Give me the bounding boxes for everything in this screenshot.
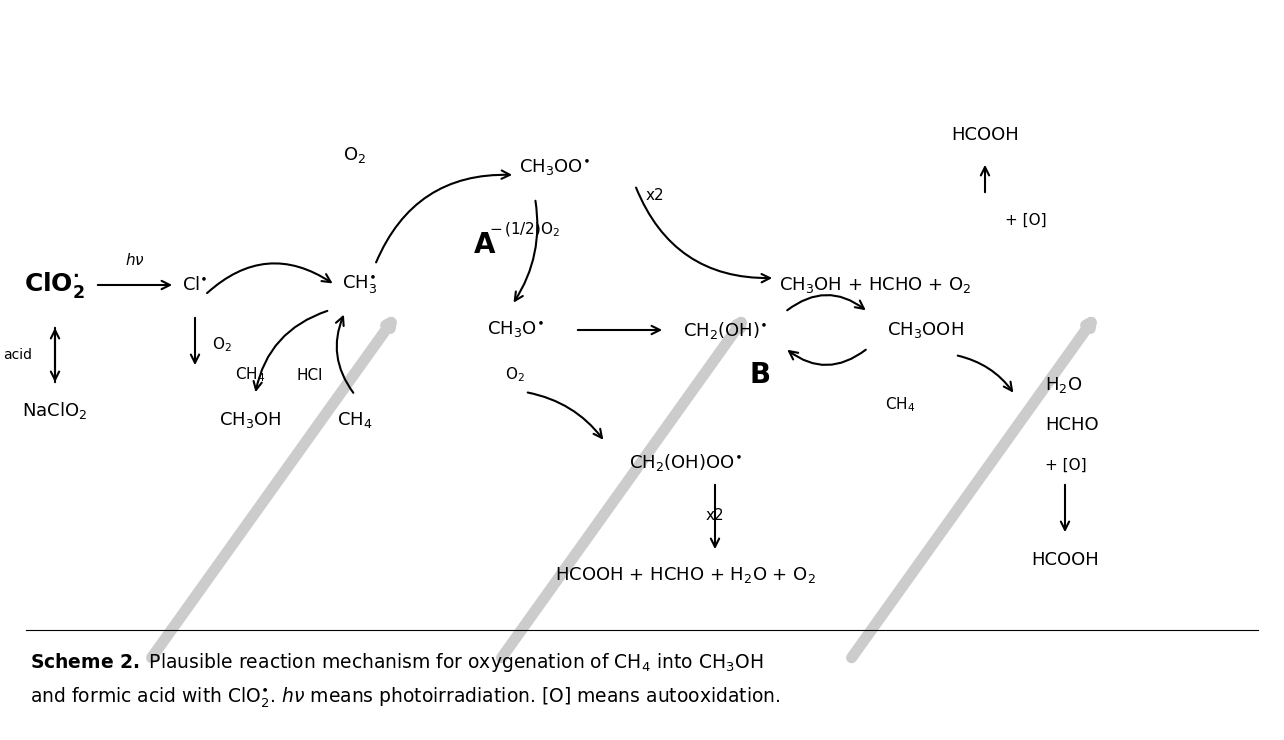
- Text: CH$_3$OOH: CH$_3$OOH: [886, 320, 963, 340]
- Text: HCHO: HCHO: [1045, 416, 1099, 434]
- Text: NaClO$_2$: NaClO$_2$: [22, 400, 87, 420]
- Text: CH$_2$(OH)OO$^{\bullet}$: CH$_2$(OH)OO$^{\bullet}$: [629, 451, 741, 473]
- Text: CH$_4$: CH$_4$: [338, 410, 372, 430]
- Text: $\mathbf{ClO_2^{\bullet}}$: $\mathbf{ClO_2^{\bullet}}$: [24, 270, 86, 300]
- Text: H$_2$O: H$_2$O: [1045, 375, 1082, 395]
- Text: HCOOH: HCOOH: [1031, 551, 1099, 569]
- Text: CH$_2$(OH)$^{\bullet}$: CH$_2$(OH)$^{\bullet}$: [683, 320, 768, 340]
- Text: + [O]: + [O]: [1005, 212, 1046, 227]
- Text: O$_2$: O$_2$: [343, 145, 366, 165]
- Text: $h\nu$: $h\nu$: [125, 252, 145, 268]
- Text: x2: x2: [646, 187, 664, 203]
- Text: O$_2$: O$_2$: [505, 366, 525, 384]
- Text: $\mathbf{A}$: $\mathbf{A}$: [474, 231, 497, 259]
- Text: and formic acid with ClO$_2^{\bullet}$. $h\nu$ means photoirradiation. [O] means: and formic acid with ClO$_2^{\bullet}$. …: [30, 686, 781, 710]
- Text: HCOOH: HCOOH: [951, 126, 1019, 144]
- Text: CH$_3$OH: CH$_3$OH: [218, 410, 281, 430]
- Text: $\mathbf{Scheme\ 2.}$ Plausible reaction mechanism for oxygenation of CH$_4$ int: $\mathbf{Scheme\ 2.}$ Plausible reaction…: [30, 650, 763, 673]
- Text: CH$_3^{\bullet}$: CH$_3^{\bullet}$: [343, 274, 377, 296]
- Text: + [O]: + [O]: [1045, 457, 1086, 473]
- Text: $\mathbf{B}$: $\mathbf{B}$: [750, 361, 770, 389]
- Text: CH$_4$: CH$_4$: [235, 366, 266, 384]
- Text: HCl: HCl: [297, 368, 324, 383]
- Text: HCOOH + HCHO + H$_2$O + O$_2$: HCOOH + HCHO + H$_2$O + O$_2$: [555, 565, 815, 585]
- Text: Cl$^{\bullet}$: Cl$^{\bullet}$: [182, 276, 208, 294]
- Text: $-\,(1/2)\mathrm{O_2}$: $-\,(1/2)\mathrm{O_2}$: [489, 221, 561, 239]
- Text: CH$_3$OH + HCHO + O$_2$: CH$_3$OH + HCHO + O$_2$: [779, 275, 971, 295]
- Text: CH$_4$: CH$_4$: [885, 396, 915, 414]
- Text: CH$_3$O$^{\bullet}$: CH$_3$O$^{\bullet}$: [487, 320, 543, 340]
- Text: acid: acid: [4, 348, 32, 362]
- Text: x2: x2: [706, 508, 724, 522]
- Text: O$_2$: O$_2$: [212, 336, 232, 354]
- Text: CH$_3$OO$^{\bullet}$: CH$_3$OO$^{\bullet}$: [520, 158, 591, 178]
